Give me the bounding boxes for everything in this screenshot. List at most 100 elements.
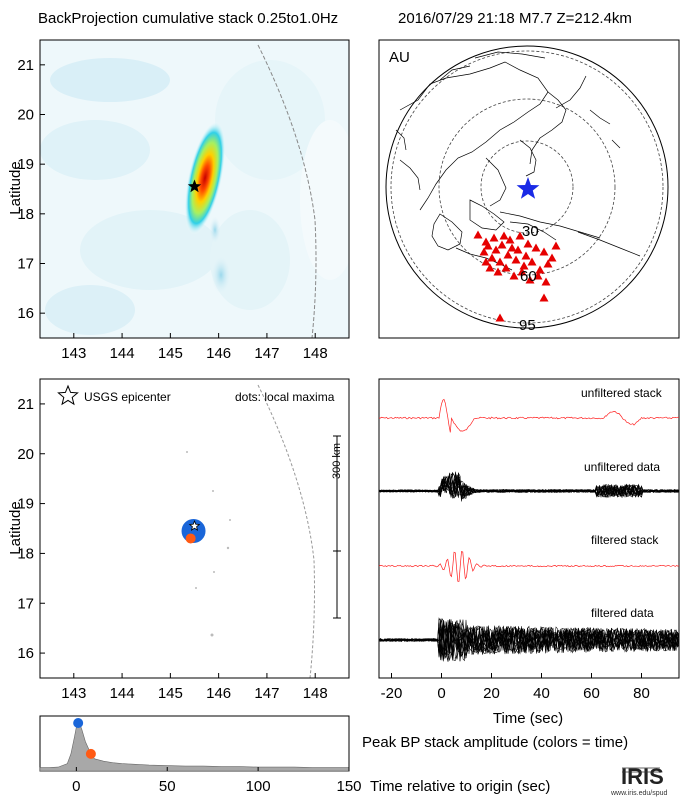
station-triangle: [523, 239, 533, 248]
station-triangle: [539, 293, 549, 302]
legend-epicenter: USGS epicenter: [84, 390, 171, 404]
station-triangle: [511, 255, 521, 264]
station-triangle: [473, 230, 483, 239]
trace-label-unfiltered-stack: unfiltered stack: [581, 386, 663, 400]
maxima-ytick-label: 19: [17, 496, 34, 513]
event-info: 2016/07/29 21:18 M7.7 Z=212.4km: [398, 10, 632, 27]
amplitude-xticks: 0 50 100 150: [72, 767, 362, 795]
station-triangle: [525, 275, 535, 284]
heatmap-xtick-label: 147: [254, 345, 279, 362]
distance-ring-95: [390, 50, 664, 324]
traces-xlabel: Time (sec): [493, 710, 563, 727]
filtered-data-trace: [378, 619, 680, 660]
maxima-ylabel: Latitude: [7, 501, 24, 554]
station-triangles: [473, 230, 561, 322]
maxima-xtick-label: 145: [158, 685, 183, 702]
heatmap-xtick-label: 148: [303, 345, 328, 362]
maxima-blobs: [181, 518, 206, 544]
heatmap-ytick-label: 17: [17, 256, 34, 273]
station-triangle: [491, 245, 501, 254]
maxima-xtick-label: 147: [254, 685, 279, 702]
maxima-epicenter-star: [188, 519, 201, 531]
station-triangle: [517, 267, 527, 276]
station-triangle: [487, 253, 497, 262]
legend-dots: dots: local maxima: [235, 390, 335, 404]
station-triangle: [531, 243, 541, 252]
maxima-xtick-label: 144: [110, 685, 135, 702]
heatmap-field: [40, 40, 349, 338]
maxima-yticks: 16 17 18 19 20 21: [17, 396, 45, 662]
trace-label-unfiltered-data: unfiltered data: [584, 460, 660, 474]
epicenter-star-mark: [187, 179, 202, 193]
heatmap-ytick-label: 19: [17, 156, 34, 173]
maxima-point: [185, 533, 196, 544]
map-frame: [378, 39, 680, 339]
station-triangle: [509, 271, 519, 280]
heatmap-ylabel: Latitude: [7, 161, 24, 214]
station-triangle: [533, 271, 543, 280]
station-triangle: [501, 263, 511, 272]
station-triangle: [479, 247, 489, 256]
amplitude-title: Peak BP stack amplitude (colors = time): [362, 734, 629, 751]
amplitude-markers: [73, 717, 96, 759]
maxima-xtick-label: 148: [303, 685, 328, 702]
iris-logo: IRIS www.iris.edu/spud: [610, 764, 668, 797]
station-triangle: [505, 235, 515, 244]
heatmap-xtick-label: 145: [158, 345, 183, 362]
station-triangle: [481, 257, 491, 266]
amplitude-xtick-label: 150: [336, 778, 361, 795]
scale-bar: [333, 435, 341, 619]
amplitude-xtick-label: 100: [246, 778, 271, 795]
station-triangle: [499, 231, 509, 240]
station-triangle: [543, 259, 553, 268]
station-triangle: [521, 251, 531, 260]
maxima-ytick-label: 20: [17, 446, 34, 463]
network-label: AU: [389, 49, 410, 66]
amplitude-xlabel: Time relative to origin (sec): [370, 778, 551, 795]
iris-logo-url: www.iris.edu/spud: [610, 790, 668, 797]
station-triangle: [495, 313, 505, 322]
amplitude-xtick-label: 0: [72, 778, 80, 795]
trace-label-filtered-data: filtered data: [591, 606, 654, 620]
distance-label-60: 60: [520, 268, 537, 285]
station-triangle: [507, 243, 517, 252]
traces-waveforms: [378, 398, 680, 662]
unfiltered-data-trace: [378, 477, 680, 499]
map-epicenter-star: [516, 177, 540, 199]
station-triangle: [489, 233, 499, 242]
trace-label-filtered-stack: filtered stack: [591, 533, 659, 547]
station-triangle: [551, 241, 561, 250]
traces-xtick-label: 60: [583, 685, 600, 702]
maxima-xtick-label: 146: [206, 685, 231, 702]
distance-ring-60: [438, 98, 616, 276]
station-triangle: [495, 257, 505, 266]
heatmap-xtick-label: 144: [110, 345, 135, 362]
map-panel: AU 30 60 95: [378, 39, 680, 339]
station-triangle: [497, 240, 507, 249]
amplitude-panel: 0 50 100 150: [39, 715, 362, 795]
station-triangle: [519, 261, 529, 270]
heatmap-xticks: 143 144 145 146 147 148: [61, 333, 328, 362]
maxima-xticks: 143 144 145 146 147 148: [61, 673, 328, 702]
maxima-ytick-label: 16: [17, 645, 34, 662]
maxima-frame: [39, 378, 350, 679]
station-triangle: [547, 253, 557, 262]
distance-arc: [257, 384, 315, 678]
traces-panel: unfiltered stack unfiltered data filtere…: [378, 378, 680, 727]
heatmap-ytick-label: 16: [17, 305, 34, 322]
traces-xtick-label: 40: [533, 685, 550, 702]
horizon-circle: [385, 45, 669, 329]
traces-xticks: -20 0 20 40 60 80: [381, 673, 650, 702]
station-triangle: [503, 250, 513, 259]
heatmap-xtick-label: 143: [61, 345, 86, 362]
distance-ring-30: [480, 140, 574, 234]
legend-star-icon: [57, 384, 79, 406]
distance-label-95: 95: [519, 317, 536, 334]
page-title: BackProjection cumulative stack 0.25to1.…: [38, 10, 339, 27]
heatmap-yticks: 16 17 18 19 20 21: [17, 57, 45, 322]
heatmap-ytick-label: 20: [17, 107, 34, 124]
station-triangle: [535, 265, 545, 274]
amplitude-marker: [73, 717, 84, 728]
heatmap-panel: Latitude 143 144 145 146 147 148 16 17 18 19 20 21: [7, 39, 350, 362]
